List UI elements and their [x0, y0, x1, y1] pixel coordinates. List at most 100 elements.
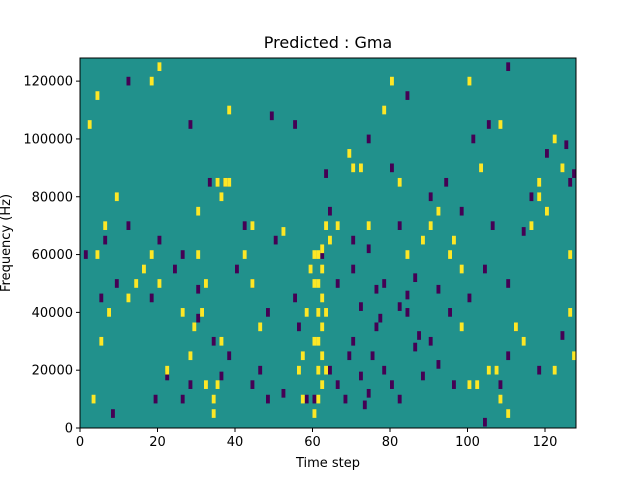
y-tick-label-5: 100000 — [23, 132, 73, 147]
high-cell-28 — [215, 177, 220, 187]
high-cell-66 — [421, 235, 425, 245]
high-cell-9 — [316, 279, 321, 288]
high-cell-40 — [157, 279, 162, 288]
low-cell-38 — [196, 284, 201, 294]
high-cell-31 — [211, 409, 216, 418]
high-cell-83 — [428, 221, 433, 230]
high-cell-61 — [359, 163, 363, 173]
low-cell-12 — [335, 380, 340, 389]
plot-frame — [79, 57, 577, 429]
high-cell-53 — [149, 76, 154, 86]
high-cell-88 — [498, 120, 503, 129]
high-cell-42 — [142, 264, 146, 274]
high-cell-45 — [114, 192, 119, 202]
high-cell-70 — [467, 380, 472, 389]
high-cell-27 — [219, 192, 224, 202]
low-cell-41 — [266, 308, 270, 317]
high-cell-84 — [452, 235, 456, 245]
low-cell-3 — [188, 380, 193, 389]
low-cell-27 — [436, 360, 441, 369]
high-cell-92 — [552, 365, 557, 375]
high-cell-3 — [316, 365, 321, 375]
high-cell-65 — [405, 250, 410, 259]
low-cell-42 — [293, 293, 297, 303]
low-cell-33 — [537, 365, 542, 375]
low-cell-94 — [297, 322, 301, 332]
high-cell-81 — [568, 250, 573, 259]
high-cell-99 — [242, 250, 247, 259]
high-cell-68 — [448, 250, 452, 259]
low-cell-64 — [366, 244, 371, 254]
high-cell-26 — [223, 177, 228, 187]
high-cell-58 — [335, 221, 340, 230]
y-tick-label-3: 60000 — [32, 248, 73, 263]
low-cell-26 — [428, 336, 433, 346]
low-cell-13 — [343, 394, 348, 404]
low-cell-17 — [366, 388, 371, 398]
low-cell-96 — [347, 351, 352, 361]
high-cell-43 — [134, 279, 139, 288]
high-cell-10 — [320, 264, 325, 274]
low-cell-37 — [173, 264, 177, 274]
high-cell-47 — [103, 221, 108, 230]
low-cell-29 — [483, 417, 487, 427]
high-cell-76 — [521, 336, 526, 346]
low-cell-54 — [483, 264, 487, 274]
y-tick-label-6: 120000 — [23, 75, 73, 90]
high-cell-20 — [304, 308, 309, 317]
low-cell-15 — [359, 371, 363, 381]
low-cell-87 — [545, 149, 549, 158]
high-cell-15 — [312, 336, 317, 346]
low-cell-88 — [564, 140, 569, 150]
low-cell-31 — [506, 351, 511, 361]
x-tick-label-4: 80 — [382, 435, 399, 450]
chart-title: Predicted : Gma — [264, 33, 392, 52]
high-cell-59 — [347, 149, 352, 158]
high-cell-97 — [196, 206, 201, 216]
low-cell-46 — [359, 302, 363, 311]
high-cell-41 — [149, 250, 154, 259]
low-cell-89 — [83, 250, 88, 259]
low-cell-91 — [165, 371, 170, 381]
low-cell-45 — [351, 264, 356, 274]
high-cell-0 — [312, 409, 317, 418]
high-cell-25 — [227, 177, 232, 187]
x-axis-label: Time step — [295, 456, 360, 471]
high-cell-55 — [227, 105, 232, 115]
y-axis-ticks: 0 20000 40000 60000 80000 100000 120000 — [23, 75, 80, 437]
high-cell-51 — [87, 120, 92, 129]
high-cell-18 — [328, 235, 332, 245]
low-cell-58 — [180, 250, 185, 259]
low-cell-34 — [560, 331, 565, 340]
heatmap-cells — [83, 62, 576, 427]
low-cell-70 — [568, 177, 573, 187]
low-cell-51 — [413, 273, 418, 283]
high-cell-78 — [537, 177, 542, 187]
low-cell-14 — [351, 336, 356, 346]
high-cell-96 — [204, 380, 208, 389]
low-cell-20 — [382, 365, 387, 375]
high-cell-37 — [188, 351, 193, 361]
low-cell-23 — [405, 308, 410, 317]
high-cell-38 — [180, 308, 185, 317]
y-tick-label-2: 40000 — [32, 306, 73, 321]
high-cell-2 — [320, 380, 325, 389]
high-cell-13 — [324, 365, 328, 375]
low-cell-69 — [521, 227, 526, 236]
high-cell-32 — [219, 336, 224, 346]
high-cell-93 — [568, 308, 573, 317]
low-cell-28 — [448, 308, 452, 317]
low-cell-59 — [207, 177, 212, 187]
low-cell-16 — [362, 400, 367, 410]
low-cell-2 — [180, 394, 185, 404]
high-cell-85 — [459, 264, 464, 274]
low-cell-57 — [157, 235, 162, 245]
low-cell-24 — [413, 342, 418, 352]
low-cell-8 — [266, 394, 270, 404]
high-cell-87 — [479, 163, 483, 173]
x-tick-label-6: 120 — [533, 435, 558, 450]
low-cell-48 — [382, 279, 387, 288]
high-cell-49 — [91, 394, 96, 404]
high-cell-72 — [486, 365, 491, 375]
